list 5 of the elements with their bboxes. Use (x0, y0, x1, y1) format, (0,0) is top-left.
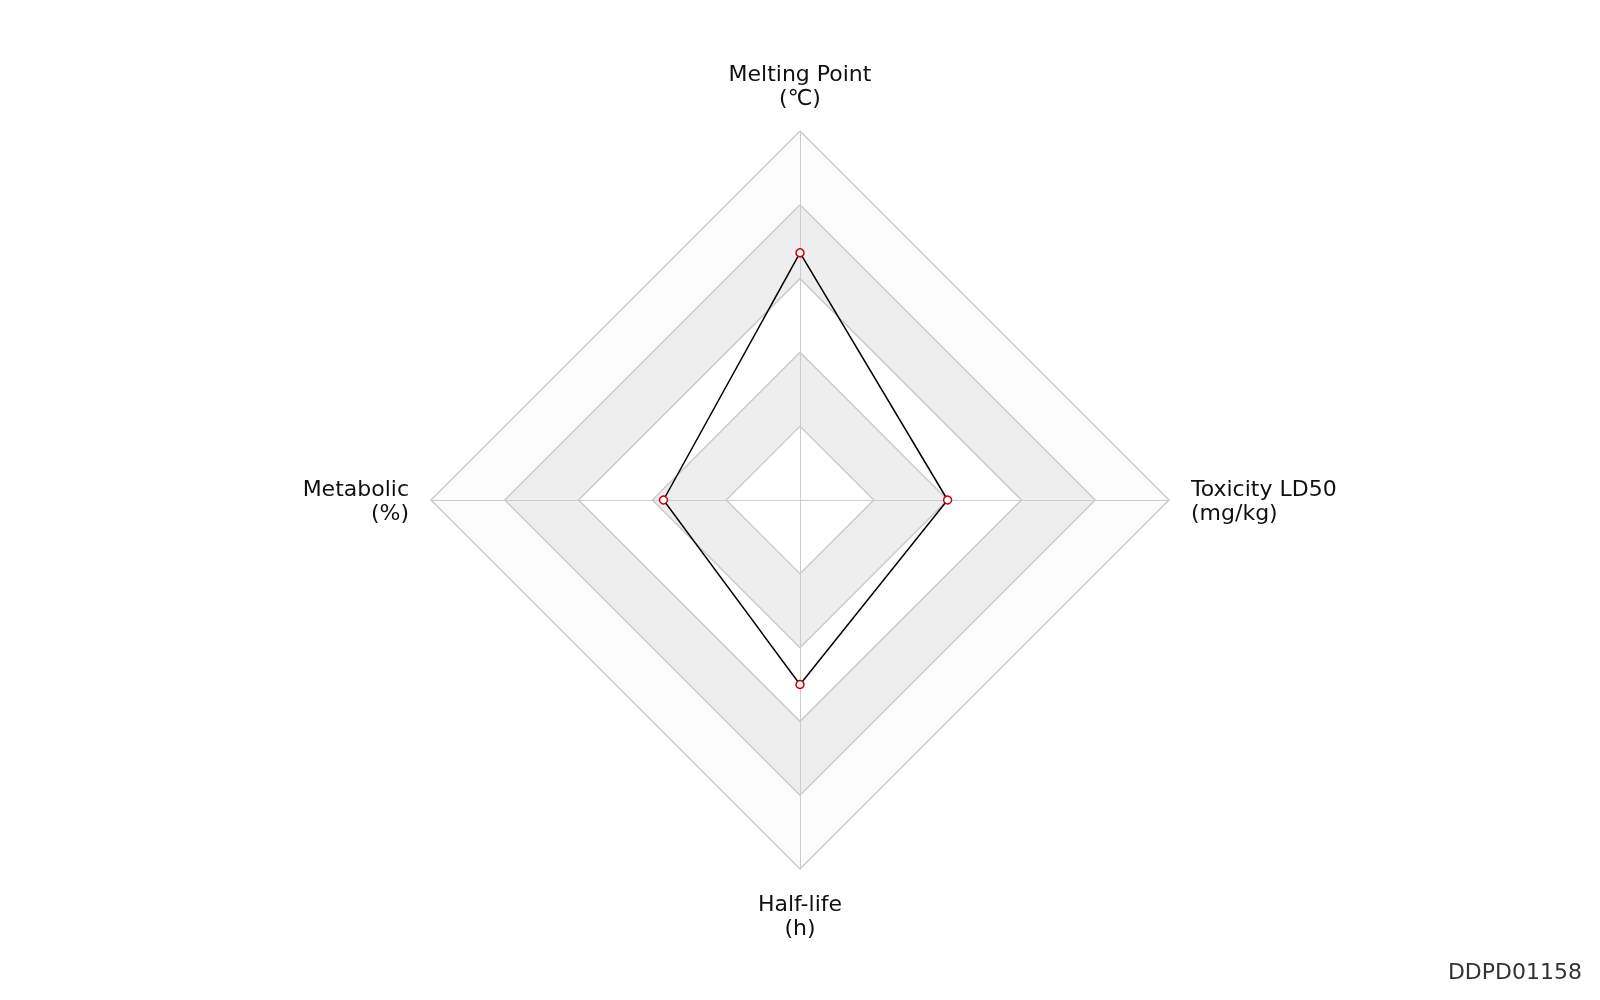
spoke-label: Toxicity LD50 (mg/kg) (1190, 475, 1337, 525)
spoke-label: Melting Point (℃) (728, 60, 872, 110)
spoke-label: Half-life (h) (757, 890, 843, 940)
text: DDPD01158 (1447, 958, 1582, 984)
spoke-label: Metabolic (%) (302, 475, 409, 525)
